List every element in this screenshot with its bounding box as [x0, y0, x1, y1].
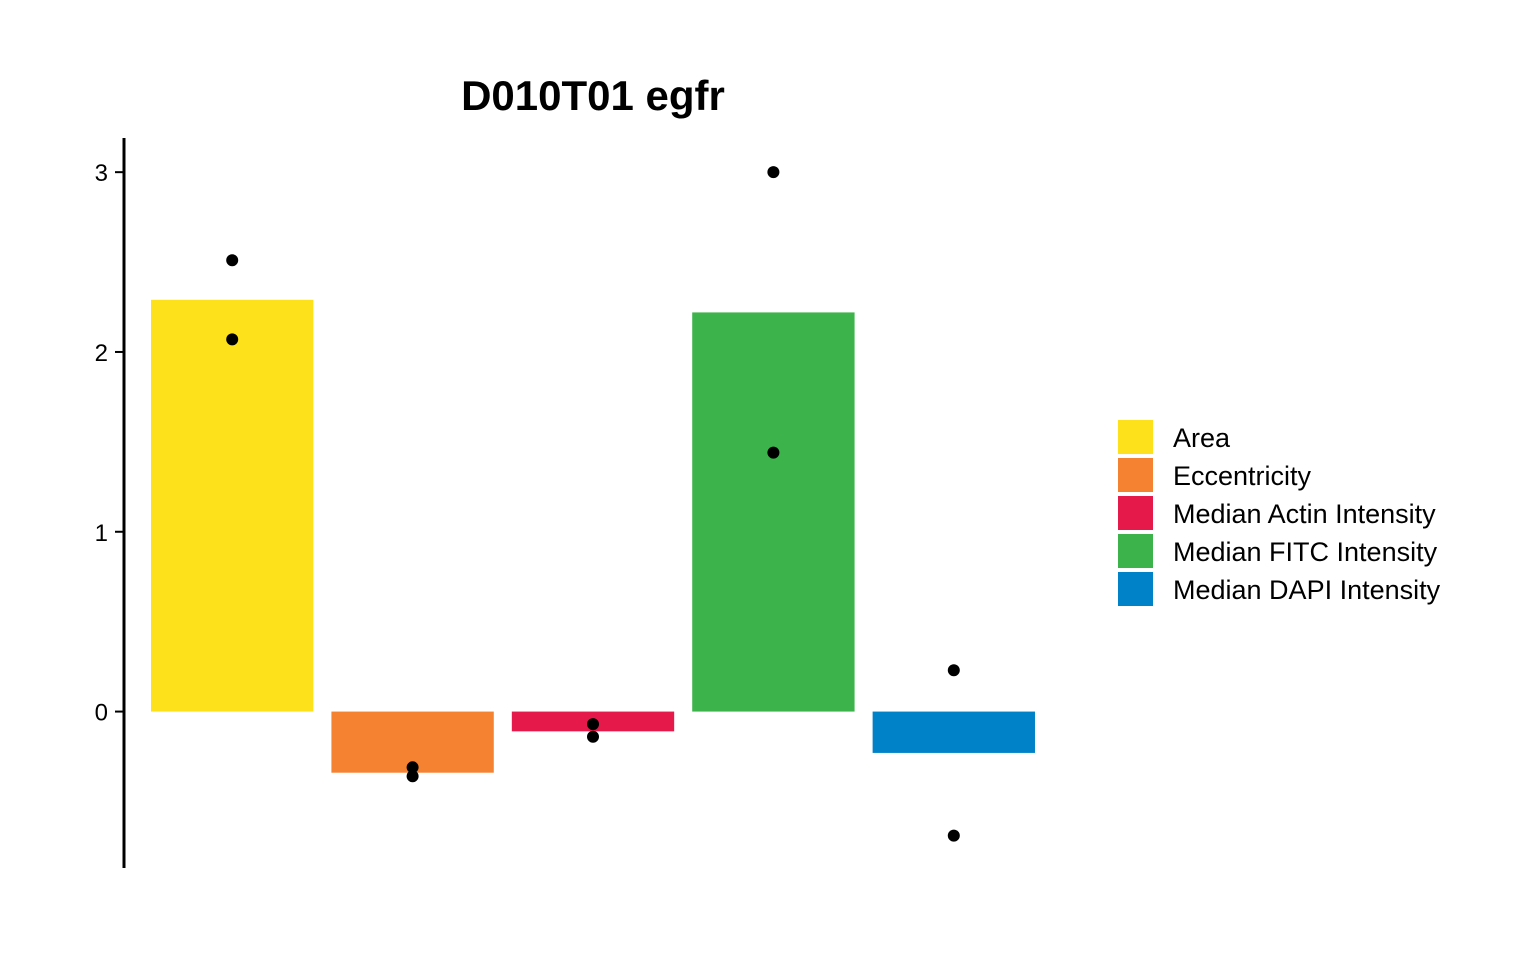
data-point	[226, 254, 239, 267]
legend: Area Eccentricity Median Actin Intensity Me…	[1118, 420, 1441, 606]
data-point	[226, 333, 239, 346]
legend-label: Median Actin Intensity	[1173, 499, 1436, 529]
data-point	[406, 761, 419, 774]
data-point	[947, 664, 960, 677]
legend-label: Median DAPI Intensity	[1173, 575, 1441, 605]
y-tick-label: 0	[95, 700, 108, 727]
data-point	[767, 446, 780, 459]
legend-swatch	[1118, 572, 1153, 606]
bar-area	[151, 299, 314, 712]
legend-label: Area	[1173, 423, 1231, 453]
y-axis: 0 1 2 3	[95, 138, 126, 868]
bar-median-dapi-intensity	[872, 711, 1035, 753]
data-point	[406, 770, 419, 783]
bars-layer	[151, 299, 1035, 773]
legend-swatch	[1118, 458, 1153, 492]
data-point	[767, 166, 780, 179]
legend-swatch	[1118, 420, 1153, 454]
chart-title: D010T01 egfr	[461, 72, 725, 119]
bar-median-fitc-intensity	[692, 312, 855, 712]
data-point	[947, 829, 960, 842]
legend-label: Eccentricity	[1173, 461, 1312, 491]
y-tick-label: 1	[95, 520, 108, 547]
y-tick-label: 2	[95, 340, 108, 367]
legend-swatch	[1118, 496, 1153, 530]
legend-label: Median FITC Intensity	[1173, 537, 1438, 567]
points-layer	[226, 166, 960, 842]
y-tick-label: 3	[95, 160, 108, 187]
data-point	[587, 730, 599, 743]
data-point	[587, 718, 599, 731]
legend-swatch	[1118, 534, 1153, 568]
